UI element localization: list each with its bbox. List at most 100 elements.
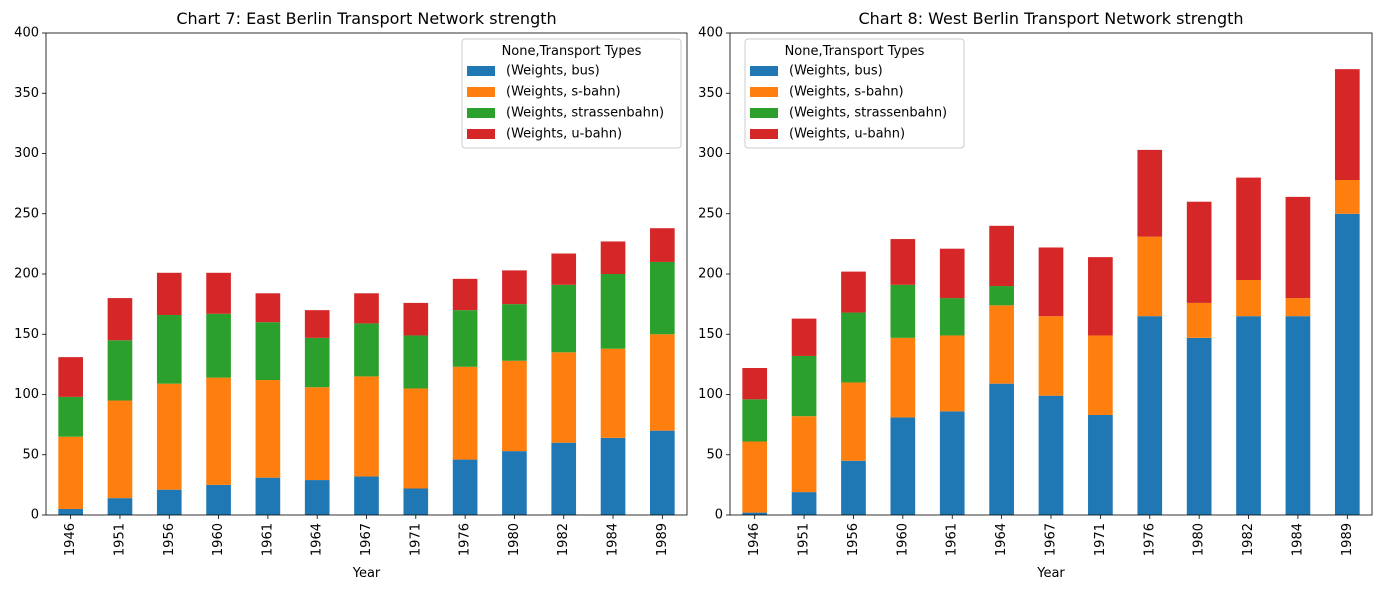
bar-1951-2 [791,416,817,493]
legend-swatch [467,66,495,76]
y-tick-label: 50 [22,447,39,462]
bar-1961-3 [255,322,281,381]
bar-1984-3 [600,274,626,349]
legend-label: (Weights, bus) [789,64,883,79]
bar-1961-2 [939,335,965,412]
bar-1982-2 [551,352,577,443]
bar-1946-4 [742,367,768,400]
bar-1960-3 [890,284,916,338]
bar-1964-2 [989,305,1014,384]
x-tick-label: 1989 [1340,523,1355,556]
bar-1982-3 [551,284,577,353]
x-tick-label: 1961 [945,523,960,556]
axes-frame [45,32,688,516]
legend-label: (Weights, u-bahn) [789,127,905,142]
bar-1989-1 [1334,213,1360,515]
y-tick-label: 350 [698,86,723,101]
bar-1960-1 [890,417,916,515]
bar-1960-1 [206,484,231,516]
x-axis-label: Year [1036,566,1065,581]
x-tick-label: 1982 [1241,523,1256,556]
y-tick-label: 100 [698,387,723,402]
bar-1964-4 [304,310,330,338]
bar-1956-3 [156,314,182,384]
bar-1951-2 [107,400,133,499]
x-tick-label: 1951 [797,523,812,556]
bar-1982-1 [551,442,577,515]
y-tick-label: 400 [14,26,39,41]
bar-1984-4 [1285,196,1311,299]
bar-1946-4 [58,357,83,397]
bar-1951-4 [107,298,133,341]
bar-1967-1 [1038,395,1064,515]
legend-swatch [467,87,495,97]
bar-1946-2 [58,436,83,509]
bar-1967-2 [1038,316,1064,396]
bar-1976-1 [1137,316,1163,515]
bar-1961-4 [939,248,965,299]
bar-1989-2 [650,334,675,431]
legend-label: (Weights, bus) [506,64,600,79]
x-tick-label: 1971 [408,523,423,556]
bar-1982-4 [551,253,577,285]
bar-1971-2 [403,388,429,489]
bar-1960-4 [890,239,916,285]
legend-swatch [750,87,778,97]
bar-1984-2 [1285,298,1311,317]
bar-1960-4 [206,272,231,314]
x-tick-label: 1984 [606,523,621,556]
bar-1989-3 [650,261,675,335]
bar-1980-3 [502,304,527,361]
bar-1951-3 [791,355,817,417]
legend-label: (Weights, s-bahn) [506,85,621,100]
legend-swatch [750,129,778,139]
bar-1956-4 [841,271,866,313]
bar-1989-2 [1334,180,1360,214]
legend-label: (Weights, u-bahn) [506,127,622,142]
bar-1976-4 [452,278,478,311]
legend-swatch [467,129,495,139]
bar-1961-3 [939,298,965,336]
bar-1951-3 [107,340,133,401]
bar-1976-4 [1137,149,1163,237]
bar-1946-3 [58,396,83,437]
x-tick-label: 1960 [211,523,226,556]
y-tick-label: 300 [698,146,723,161]
x-tick-label: 1971 [1093,523,1108,556]
x-tick-label: 1956 [846,523,861,556]
bar-1956-1 [841,460,866,515]
x-tick-label: 1960 [895,523,910,556]
x-tick-label: 1976 [1142,523,1157,556]
legend-swatch [467,108,495,118]
bar-1960-2 [890,337,916,418]
axes-frame [729,32,1373,516]
x-tick-label: 1984 [1290,523,1305,556]
x-tick-label: 1951 [112,523,127,556]
legend-swatch [750,108,778,118]
bar-1960-2 [206,377,231,485]
bar-1956-2 [156,383,182,490]
legend-title: None,Transport Types [785,44,925,59]
x-tick-label: 1967 [359,523,374,556]
bar-1989-4 [650,228,675,262]
y-tick-label: 300 [14,146,39,161]
y-tick-label: 350 [14,86,39,101]
bar-1976-1 [452,459,478,515]
legend-label: (Weights, strassenbahn) [506,106,664,121]
y-tick-label: 250 [698,206,723,221]
legend: None,Transport Types (Weights, bus) (Weigh… [744,38,965,149]
y-tick-label: 150 [698,327,723,342]
x-tick-label: 1964 [994,523,1009,556]
y-tick-label: 0 [715,508,723,523]
chart-title: Chart 7: East Berlin Transport Network s… [176,9,556,28]
legend-box [461,38,682,149]
bar-1984-2 [600,348,626,438]
bar-1980-1 [502,451,527,515]
x-tick-label: 1946 [747,523,762,556]
bar-1980-4 [1186,201,1212,303]
y-tick-label: 0 [31,508,39,523]
bar-1951-1 [107,498,133,515]
bar-1964-2 [304,387,330,481]
y-tick-label: 200 [14,267,39,282]
